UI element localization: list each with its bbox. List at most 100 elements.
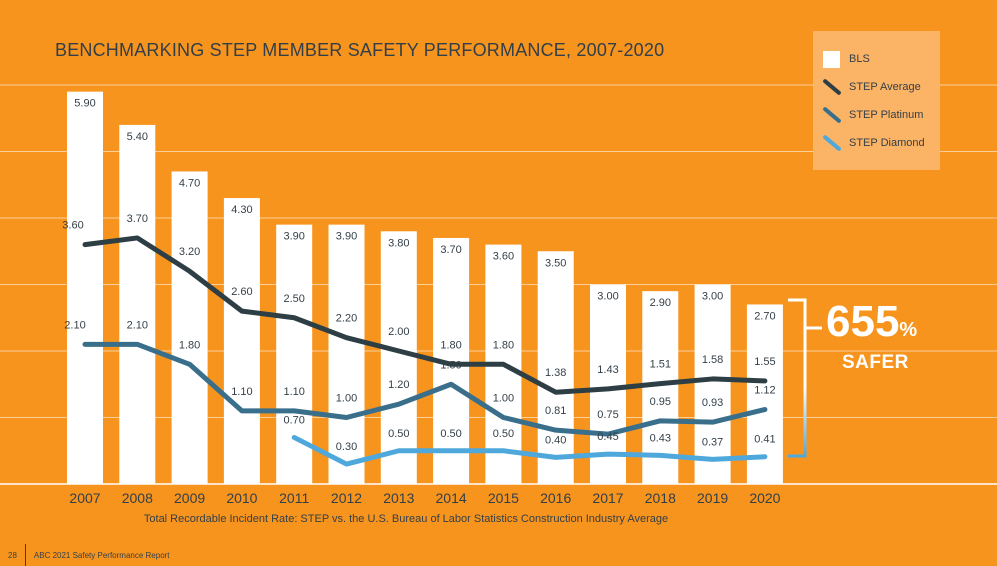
data-label-step-diamond: 0.43 <box>650 432 671 444</box>
x-tick-label: 2007 <box>69 490 100 506</box>
x-tick-label: 2012 <box>331 490 362 506</box>
data-label-step-average: 2.60 <box>231 286 252 298</box>
data-label-step-diamond: 0.40 <box>545 434 566 446</box>
data-label-step-platinum: 0.81 <box>545 405 566 417</box>
data-label-step-average: 3.20 <box>179 246 200 258</box>
footer-divider <box>24 544 26 566</box>
callout-percent-sign: % <box>899 319 918 341</box>
bar-label-bls: 3.50 <box>545 257 566 269</box>
series-line-step-diamond <box>291 434 768 467</box>
legend-swatch-step-average <box>823 78 841 96</box>
data-label-step-average: 3.60 <box>62 220 83 232</box>
series-line-step-average <box>82 235 768 395</box>
legend-swatch-step-diamond <box>823 134 841 152</box>
data-label-step-platinum: 2.10 <box>64 319 85 331</box>
bar-label-bls: 2.70 <box>754 310 775 322</box>
legend-label-bls: BLS <box>849 53 870 65</box>
bar-bls <box>746 304 783 484</box>
data-label-step-average: 1.38 <box>545 367 566 379</box>
data-label-step-diamond: 0.37 <box>702 436 723 448</box>
legend-item-step-average: STEP Average <box>823 77 921 97</box>
series-line-step-platinum <box>82 341 768 437</box>
data-label-step-average: 2.20 <box>336 313 357 325</box>
data-label-step-platinum: 1.12 <box>754 385 775 397</box>
data-label-step-platinum: 2.10 <box>127 319 148 331</box>
x-tick-label: 2017 <box>592 490 623 506</box>
legend-swatch-step-platinum <box>823 106 841 124</box>
data-label-step-platinum: 1.50 <box>440 359 461 371</box>
data-label-step-average: 1.80 <box>493 339 514 351</box>
data-label-step-platinum: 1.10 <box>231 386 252 398</box>
data-label-step-average: 1.58 <box>702 354 723 366</box>
callout-word: SAFER <box>842 352 909 373</box>
page-number: 28 <box>8 550 17 560</box>
data-label-step-average: 1.80 <box>440 339 461 351</box>
report-name: ABC 2021 Safety Performance Report <box>33 550 170 560</box>
legend-swatch-bls <box>823 50 840 68</box>
x-tick-label: 2016 <box>540 490 571 506</box>
data-label-step-diamond: 0.50 <box>388 428 409 440</box>
data-label-step-platinum: 1.10 <box>283 386 304 398</box>
data-label-step-platinum: 1.00 <box>493 393 514 405</box>
chart-title: BENCHMARKING STEP MEMBER SAFETY PERFORMA… <box>55 40 665 60</box>
x-tick-label: 2018 <box>645 490 676 506</box>
x-tick-label: 2020 <box>749 490 780 506</box>
bar-bls <box>119 124 156 485</box>
bar-bls <box>590 284 626 484</box>
callout-bracket <box>788 298 807 458</box>
data-label-step-platinum: 1.00 <box>336 393 357 405</box>
legend: BLS STEP Average STEP Platinum STEP Diam… <box>813 31 940 170</box>
x-tick-label: 2008 <box>122 490 153 506</box>
data-label-step-average: 1.51 <box>650 359 671 371</box>
x-tick-label: 2011 <box>279 490 309 506</box>
callout-number: 655% <box>826 300 917 352</box>
bar-label-bls: 5.40 <box>127 131 148 143</box>
data-label-step-diamond: 0.50 <box>440 428 461 440</box>
bar-bls <box>537 251 574 484</box>
x-tick-label: 2014 <box>436 490 467 506</box>
data-label-step-average: 1.43 <box>597 364 618 376</box>
x-tick-label: 2015 <box>488 490 519 506</box>
bar-bls <box>642 291 679 484</box>
bar-bls <box>694 284 731 484</box>
data-label-step-diamond: 0.41 <box>754 434 775 446</box>
bar-label-bls: 3.60 <box>493 251 514 263</box>
bar-bls <box>380 231 417 484</box>
data-label-step-diamond: 0.50 <box>493 428 514 440</box>
bar-label-bls: 3.90 <box>283 231 304 243</box>
legend-item-bls: BLS <box>823 49 870 69</box>
bar-label-bls: 3.70 <box>440 244 461 256</box>
chart-subtitle: Total Recordable Incident Rate: STEP vs.… <box>143 513 669 525</box>
data-label-step-average: 2.00 <box>388 326 409 338</box>
page-footer: 28 ABC 2021 Safety Performance Report <box>8 544 170 566</box>
bar-label-bls: 3.00 <box>702 291 723 303</box>
x-tick-label: 2010 <box>226 490 257 506</box>
x-tick-label: 2019 <box>697 490 728 506</box>
x-tick-label: 2009 <box>174 490 205 506</box>
data-label-step-diamond: 0.70 <box>283 414 304 426</box>
callout-number-value: 655 <box>826 297 900 346</box>
data-label-step-average: 1.55 <box>754 356 775 368</box>
legend-label-step-average: STEP Average <box>849 81 921 93</box>
data-label-step-diamond: 0.45 <box>597 431 618 443</box>
legend-label-step-platinum: STEP Platinum <box>849 109 924 121</box>
bar-label-bls: 2.90 <box>650 297 671 309</box>
bar-label-bls: 5.90 <box>74 98 95 110</box>
bar-label-bls: 3.80 <box>388 237 409 249</box>
data-label-step-average: 3.70 <box>127 213 148 225</box>
legend-item-step-diamond: STEP Diamond <box>823 133 925 153</box>
data-label-step-average: 2.50 <box>283 293 304 305</box>
bar-bls <box>328 224 365 484</box>
data-label-step-platinum: 1.20 <box>388 379 409 391</box>
bar-bls <box>223 198 260 485</box>
data-label-step-platinum: 1.80 <box>179 339 200 351</box>
legend-item-step-platinum: STEP Platinum <box>823 105 923 125</box>
data-label-step-platinum: 0.75 <box>597 409 618 421</box>
bar-label-bls: 4.30 <box>231 204 252 216</box>
bar-bls <box>171 171 208 484</box>
data-label-step-platinum: 0.93 <box>702 397 723 409</box>
bar-label-bls: 3.90 <box>336 231 357 243</box>
bar-bls <box>67 91 103 485</box>
legend-label-step-diamond: STEP Diamond <box>849 137 925 149</box>
